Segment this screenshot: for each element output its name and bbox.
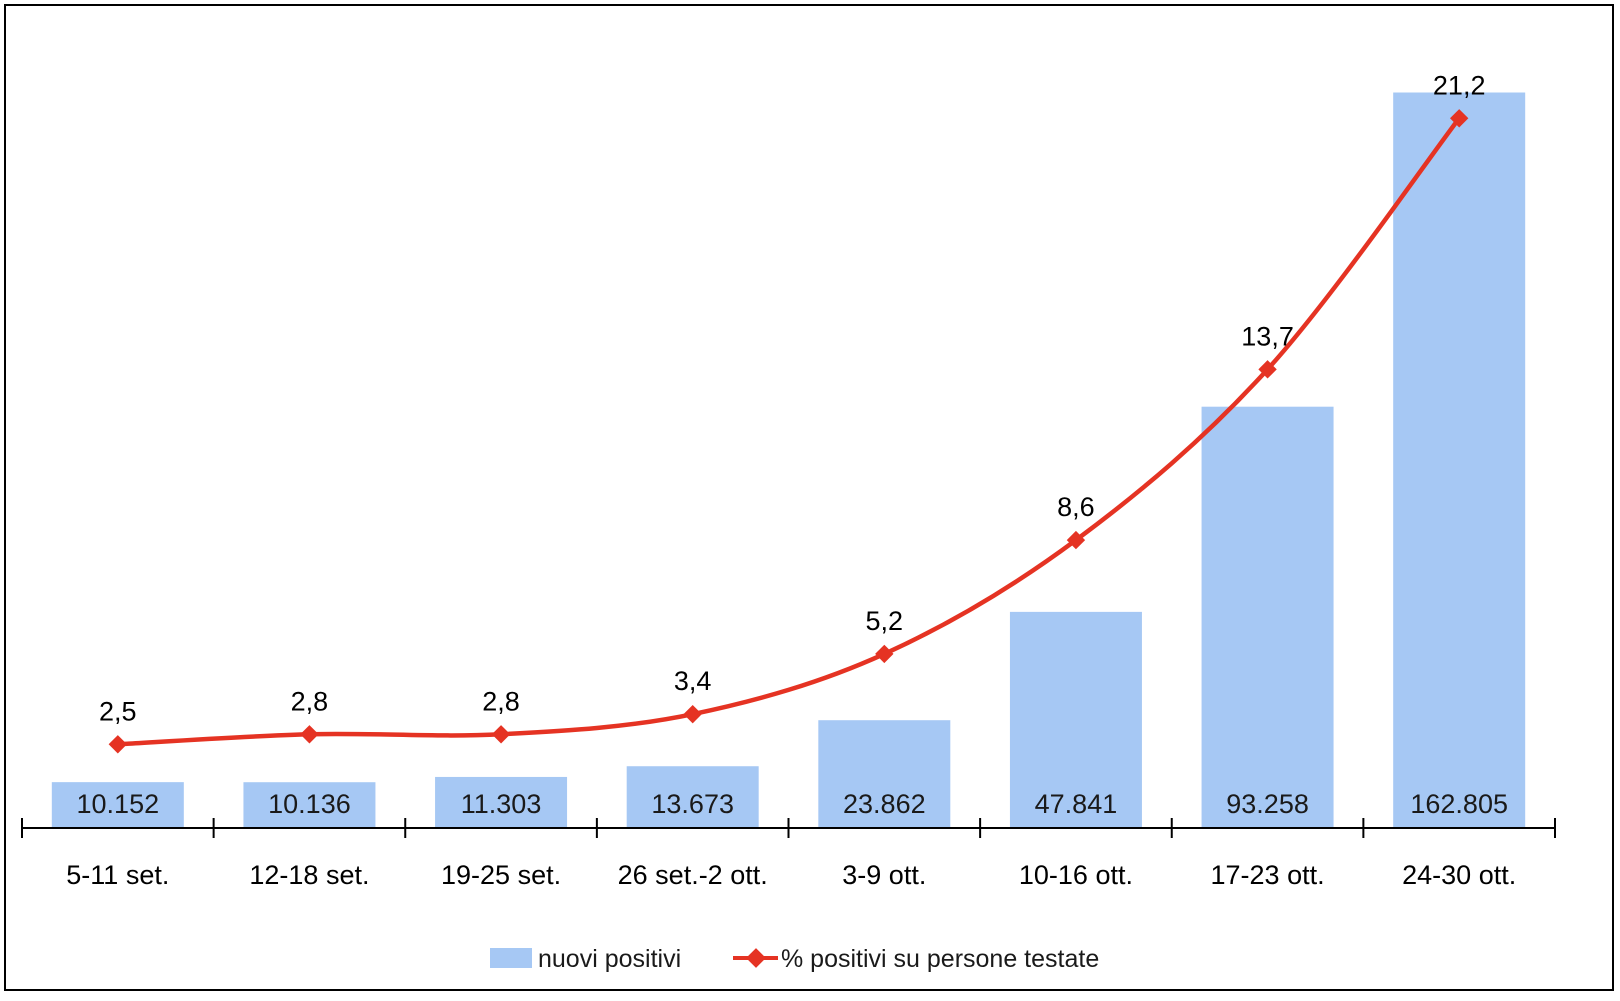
bar-value-label-4: 23.862 [843,789,926,819]
line-value-label-0: 2,5 [99,696,137,726]
line-value-label-5: 8,6 [1057,492,1095,522]
bar-2 [435,776,568,828]
bar-6 [1201,406,1334,828]
line-point-1 [300,725,319,744]
x-tick-label-1: 12-18 set. [249,860,369,890]
line-value-label-4: 5,2 [866,606,904,636]
x-tick-label-5: 10-16 ott. [1019,860,1133,890]
x-tick-label-2: 19-25 set. [441,860,561,890]
chart-frame [4,4,1614,991]
line-point-4 [875,644,894,664]
line-point-5 [1066,530,1086,550]
x-tick-label-4: 3-9 ott. [842,860,926,890]
legend-swatch-bars [490,948,532,968]
bar-value-label-2: 11.303 [461,789,542,819]
bar-0 [51,782,184,828]
bar-4 [818,720,951,828]
line-value-label-3: 3,4 [674,666,712,696]
bar-value-label-3: 13.673 [651,789,734,819]
line-point-6 [1258,360,1277,379]
line-point-7 [1449,109,1469,128]
bar-3 [626,766,759,828]
line-value-label-6: 13,7 [1241,321,1294,351]
line-value-label-7: 21,2 [1433,70,1486,100]
x-tick-label-3: 26 set.-2 ott. [618,860,768,890]
line-point-3 [683,704,702,724]
bar-7 [1393,92,1526,829]
x-tick-label-0: 5-11 set. [66,860,169,890]
legend-label-bars: nuovi positivi [538,945,681,973]
bar-value-label-0: 10.152 [77,789,160,819]
legend-label-line: % positivi su persone testate [781,945,1099,973]
bar-value-label-5: 47.841 [1035,789,1118,819]
bar-value-label-1: 10.136 [268,789,351,819]
bar-value-label-6: 93.258 [1226,789,1309,819]
legend: nuovi positivi % positivi su persone tes… [490,945,1099,973]
x-tick-label-7: 24-30 ott. [1402,860,1516,890]
x-axis: 5-11 set. 12-18 set. 19-25 set. 26 set.-2 o… [21,818,1556,890]
line-value-label-2: 2,8 [482,686,520,716]
bars-layer: 10.152 10.136 11.303 13.673 23.862 47.841 93.2… [51,92,1526,829]
legend-marker-line [746,948,766,968]
line-value-label-1: 2,8 [291,686,329,716]
line-point-0 [108,735,128,754]
line-point-2 [491,725,511,744]
bar-5 [1009,611,1142,828]
x-tick-label-6: 17-23 ott. [1211,860,1325,890]
bar-value-label-7: 162.805 [1410,789,1508,819]
line-layer: 2,5 2,8 2,8 3,4 5,2 8,6 13,7 21,2 [99,70,1486,754]
bar-1 [243,782,376,828]
